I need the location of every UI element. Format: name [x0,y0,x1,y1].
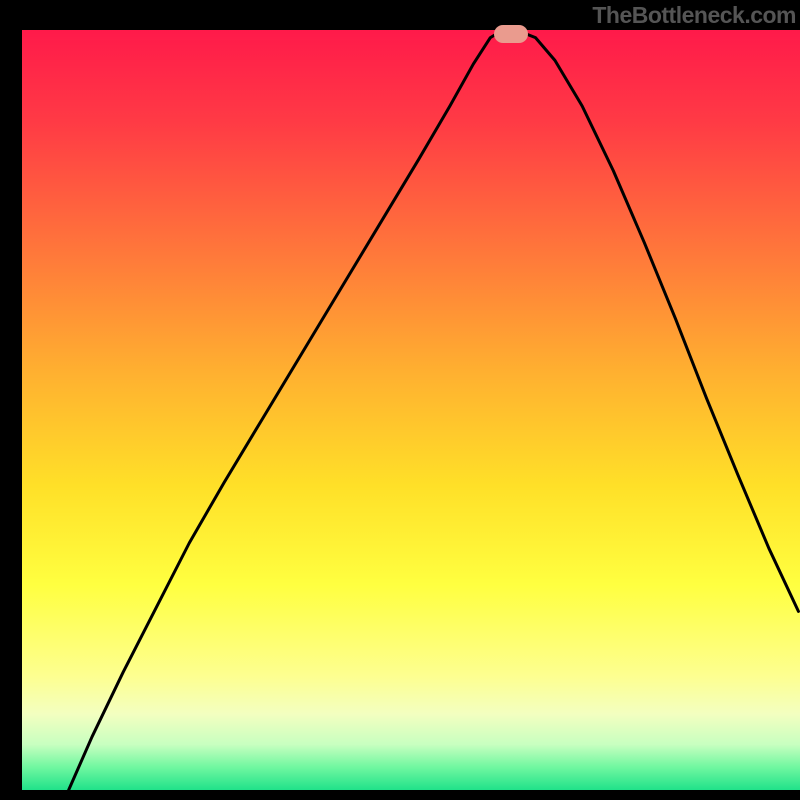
watermark-text: TheBottleneck.com [592,2,796,29]
bottleneck-curve [22,30,800,790]
plot-area [22,30,800,790]
chart-container: { "watermark": { "text": "TheBottleneck.… [0,0,800,800]
optimal-marker [494,25,528,43]
